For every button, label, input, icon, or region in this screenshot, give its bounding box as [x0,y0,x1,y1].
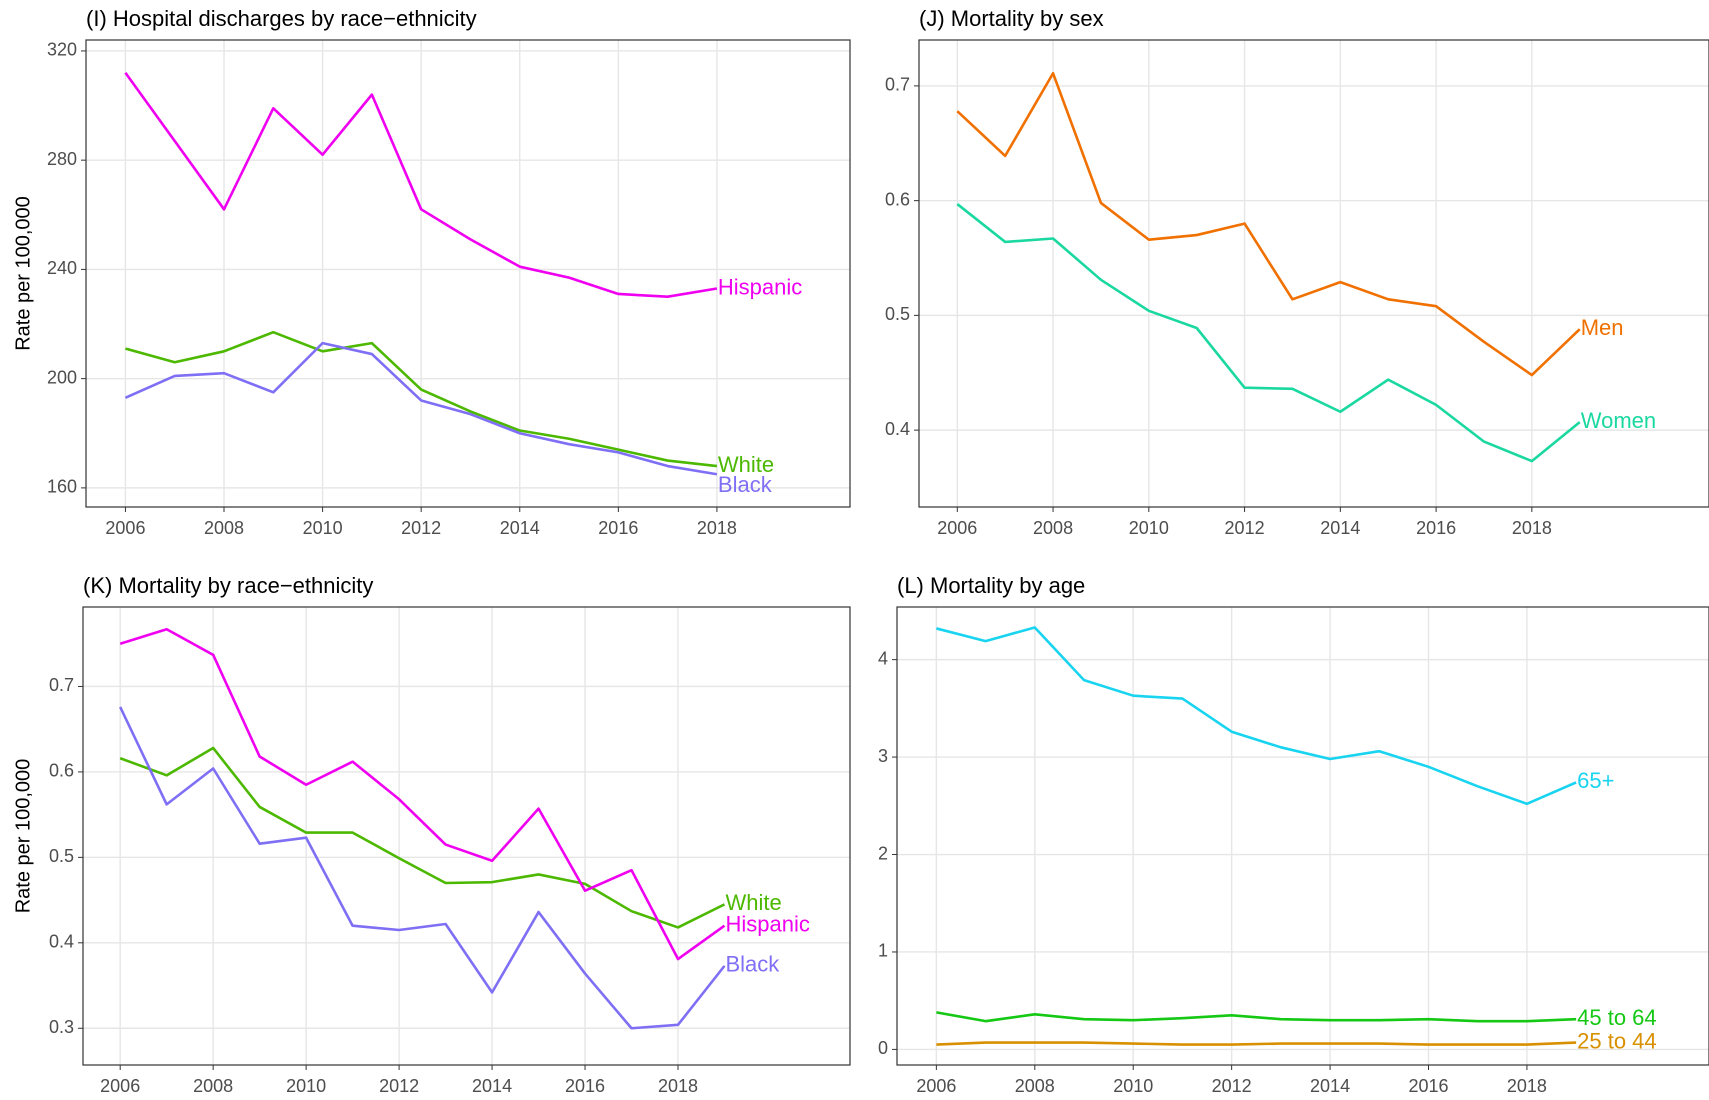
panel-title: (I) Hospital discharges by race−ethnicit… [86,6,477,31]
y-tick-label: 0.4 [885,419,910,439]
x-tick-label: 2016 [1416,518,1456,538]
y-tick-label: 0.6 [49,761,74,781]
series-label: White [725,890,781,915]
y-tick-label: 240 [47,258,77,278]
y-tick-label: 2 [878,843,888,863]
series-line [936,1011,1577,1023]
series-label: 25 to 44 [1577,1028,1657,1053]
x-tick-label: 2010 [303,518,343,538]
x-tick-label: 2014 [1310,1076,1350,1096]
x-tick-label: 2018 [1512,518,1552,538]
x-tick-label: 2014 [1320,518,1360,538]
series-line [124,72,718,299]
x-tick-label: 2016 [1408,1076,1448,1096]
y-tick-label: 320 [47,40,77,60]
y-tick-label: 200 [47,367,77,387]
y-tick-label: 160 [47,477,77,497]
y-tick-label: 0.7 [885,75,910,95]
x-tick-label: 2014 [500,518,540,538]
panel-border [896,606,1709,1066]
panel-border [85,39,851,508]
x-tick-label: 2006 [105,518,145,538]
x-tick-label: 2018 [697,518,737,538]
series-label: Hispanic [718,274,802,299]
series-line [119,746,726,929]
x-tick-label: 2006 [100,1076,140,1096]
panel-title: (K) Mortality by race−ethnicity [83,573,373,598]
series-label: Men [1581,315,1624,340]
x-tick-label: 2010 [1129,518,1169,538]
y-tick-label: 0.6 [885,189,910,209]
x-tick-label: 2016 [598,518,638,538]
panel-border [82,606,851,1066]
y-tick-label: 0.3 [49,1017,74,1037]
series-line [936,626,1577,806]
x-tick-label: 2016 [565,1076,605,1096]
y-tick-label: 280 [47,149,77,169]
series-line [125,330,718,468]
series-label: 45 to 64 [1577,1005,1657,1030]
series-line [956,203,1581,463]
series-line [936,1041,1577,1046]
x-tick-label: 2008 [1015,1076,1055,1096]
y-tick-label: 4 [878,648,888,668]
series-label: Women [1581,408,1656,433]
panel: (J) Mortality by sex 0.4 0.5 0.6 0.7 2006 2008… [885,6,1709,538]
x-tick-label: 2006 [916,1076,956,1096]
x-tick-label: 2012 [1225,518,1265,538]
y-tick-label: 1 [878,941,888,961]
x-tick-label: 2006 [937,518,977,538]
panel-title: (L) Mortality by age [897,573,1085,598]
y-tick-label: 0 [878,1038,888,1058]
series-line [124,341,718,476]
x-tick-label: 2012 [401,518,441,538]
series-line [119,627,726,961]
x-tick-label: 2008 [204,518,244,538]
x-tick-label: 2010 [1113,1076,1153,1096]
panel: (I) Hospital discharges by race−ethnicit… [12,6,851,538]
y-tick-label: 0.5 [885,304,910,324]
panel: (K) Mortality by race−ethnicity Rate per … [12,573,851,1096]
series-line [119,706,726,1030]
y-axis-label: Rate per 100,000 [12,196,34,351]
x-tick-label: 2010 [286,1076,326,1096]
x-tick-label: 2012 [379,1076,419,1096]
x-tick-label: 2018 [1507,1076,1547,1096]
x-tick-label: 2008 [193,1076,233,1096]
x-tick-label: 2012 [1212,1076,1252,1096]
y-axis-label: Rate per 100,000 [12,759,34,914]
panel: (L) Mortality by age 0 1 2 3 4 2006 2008 2010 201… [878,573,1709,1096]
series-label: Black [725,952,780,977]
y-tick-label: 0.5 [49,846,74,866]
series-label: White [718,452,774,477]
panel-border [918,39,1709,508]
x-tick-label: 2018 [658,1076,698,1096]
y-tick-label: 3 [878,746,888,766]
x-tick-label: 2008 [1033,518,1073,538]
y-tick-label: 0.7 [49,675,74,695]
y-tick-label: 0.4 [49,932,74,952]
panel-title: (J) Mortality by sex [919,6,1104,31]
series-label: 65+ [1577,768,1614,793]
series-label: Black [718,472,773,497]
x-tick-label: 2014 [472,1076,512,1096]
series-line [956,71,1581,377]
series-label: Hispanic [725,912,809,937]
